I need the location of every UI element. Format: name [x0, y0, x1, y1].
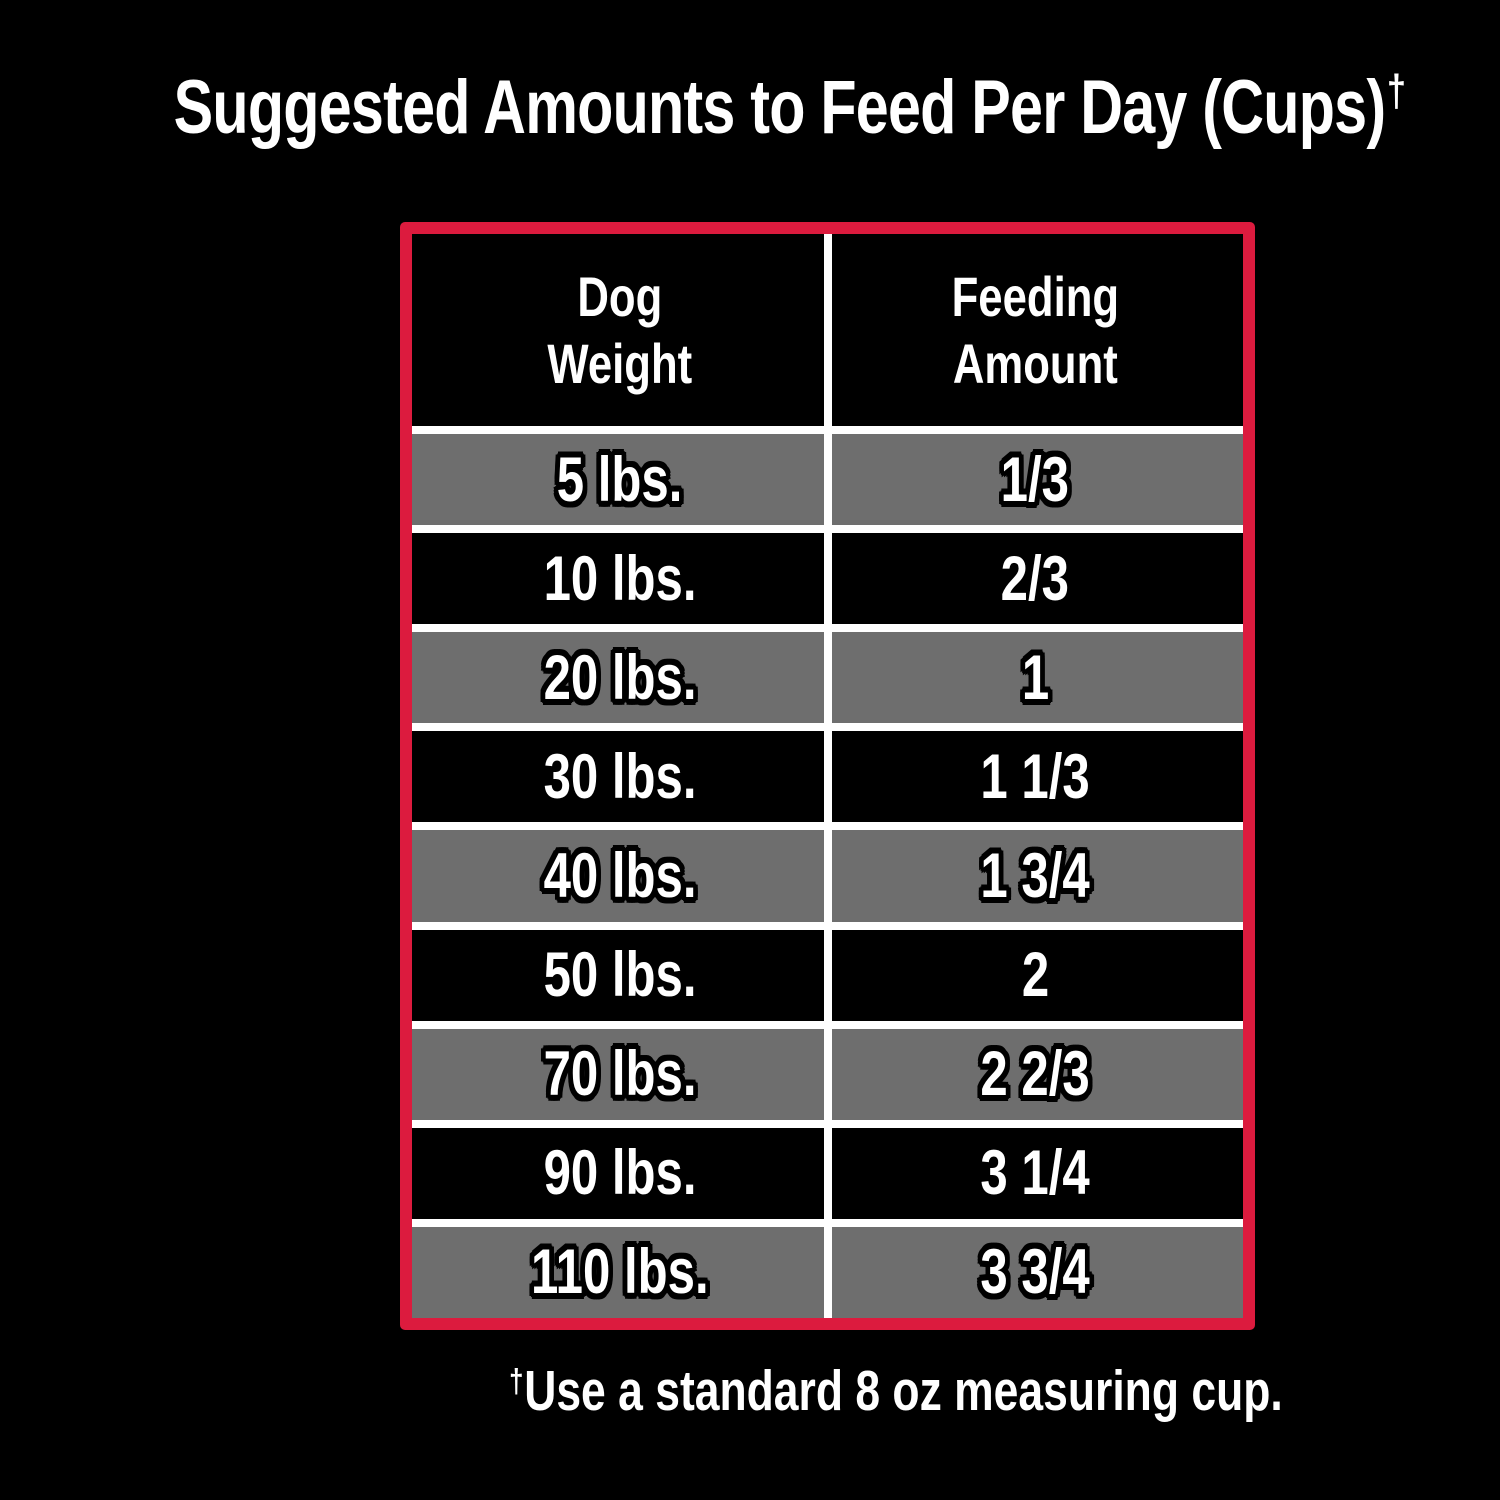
table-row: 40 lbs. 1 3/4: [412, 830, 1244, 922]
feeding-amount-cell: 1: [828, 632, 1244, 723]
dog-weight-value: 40 lbs.: [543, 840, 697, 911]
dog-weight-cell: 70 lbs.: [412, 1029, 828, 1120]
column-divider: [823, 234, 832, 1318]
header-feeding-amount-line2: Amount: [952, 332, 1118, 395]
dog-weight-cell: 10 lbs.: [412, 533, 828, 624]
table-header-row: Dog Weight Feeding Amount: [412, 234, 1243, 426]
header-feeding-amount-line1: Feeding: [951, 264, 1119, 328]
dog-weight-cell: 5 lbs.: [412, 434, 828, 525]
dog-weight-cell: 110 lbs.: [412, 1227, 828, 1318]
footnote: †Use a standard 8 oz measuring cup.: [400, 1358, 1283, 1424]
feeding-amount-cell: 2 2/3: [828, 1029, 1244, 1120]
dog-weight-cell: 30 lbs.: [412, 731, 828, 822]
dog-weight-cell: 50 lbs.: [412, 930, 828, 1021]
feeding-amount-value: 3 3/4: [980, 1237, 1090, 1308]
table-row: 10 lbs. 2/3: [412, 533, 1244, 625]
header-dog-weight: Dog Weight: [412, 234, 828, 426]
title-dagger-mark: †: [1386, 66, 1406, 116]
title-text: Suggested Amounts to Feed Per Day (Cups): [173, 65, 1386, 150]
feeding-amount-cell: 2/3: [828, 533, 1244, 624]
table-row: 20 lbs. 1: [412, 632, 1244, 724]
dog-weight-value: 50 lbs.: [543, 940, 697, 1011]
feeding-amounts-table: Dog Weight Feeding Amount 5 lbs.: [400, 222, 1255, 1330]
feeding-amount-cell: 1 1/3: [828, 731, 1244, 822]
dog-weight-cell: 20 lbs.: [412, 632, 828, 723]
feeding-amount-value: 1 1/3: [980, 741, 1090, 812]
feeding-amount-cell: 3 1/4: [828, 1128, 1244, 1219]
table-row: 5 lbs. 1/3: [412, 434, 1244, 526]
feeding-amount-value: 2/3: [1001, 543, 1070, 614]
footnote-text: Use a standard 8 oz measuring cup.: [524, 1359, 1283, 1423]
table-row: 90 lbs. 3 1/4: [412, 1127, 1244, 1219]
header-dog-weight-line2: Weight: [547, 332, 693, 395]
feeding-amount-cell: 1 3/4: [828, 830, 1244, 921]
feeding-amount-value: 1/3: [1001, 444, 1070, 515]
feeding-amount-value: 2: [1021, 940, 1049, 1011]
table-interior: Dog Weight Feeding Amount 5 lbs.: [412, 234, 1243, 1318]
header-dog-weight-line1: Dog: [577, 264, 663, 328]
feeding-amount-value: 2 2/3: [980, 1039, 1090, 1110]
feeding-amount-value: 1: [1021, 642, 1049, 713]
feeding-amount-value: 1 3/4: [980, 840, 1090, 911]
dog-weight-value: 90 lbs.: [543, 1138, 697, 1209]
header-feeding-amount: Feeding Amount: [828, 234, 1244, 426]
dog-weight-value: 10 lbs.: [543, 543, 697, 614]
page-title: Suggested Amounts to Feed Per Day (Cups)…: [0, 68, 1500, 148]
dog-weight-cell: 40 lbs.: [412, 830, 828, 921]
dog-weight-cell: 90 lbs.: [412, 1128, 828, 1219]
feeding-amount-cell: 2: [828, 930, 1244, 1021]
dog-weight-value: 30 lbs.: [543, 741, 697, 812]
dog-weight-value: 20 lbs.: [543, 642, 697, 713]
table-row: 50 lbs. 2: [412, 929, 1244, 1021]
dog-weight-value: 110 lbs.: [530, 1237, 709, 1308]
table-row: 70 lbs. 2 2/3: [412, 1028, 1244, 1120]
dog-weight-value: 70 lbs.: [543, 1039, 697, 1110]
feeding-amount-cell: 1/3: [828, 434, 1244, 525]
footnote-dagger-mark: †: [509, 1362, 524, 1400]
feeding-amount-cell: 3 3/4: [828, 1227, 1244, 1318]
table-row: 110 lbs. 3 3/4: [412, 1226, 1244, 1318]
feeding-amount-value: 3 1/4: [980, 1138, 1090, 1209]
dog-weight-value: 5 lbs.: [556, 444, 683, 515]
table-row: 30 lbs. 1 1/3: [412, 731, 1244, 823]
